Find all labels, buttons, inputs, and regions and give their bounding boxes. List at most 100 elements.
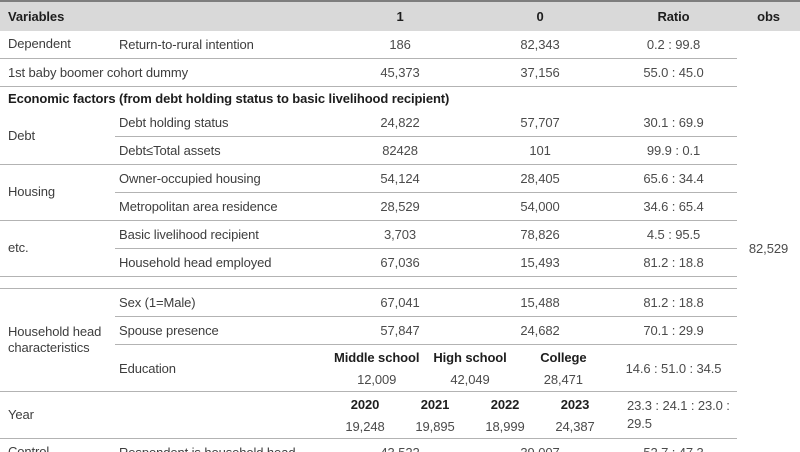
value-one: 3,703 [330, 220, 471, 249]
category-dependent: Dependent [0, 31, 115, 59]
value-zero: 24,682 [470, 316, 611, 345]
year-value: 19,248 [345, 418, 385, 434]
education-level-label: Middle school [333, 349, 420, 365]
value-one: 45,373 [330, 58, 471, 87]
education-breakdown: Middle school 12,009 High school 42,049 … [330, 344, 611, 392]
header-col-one: 1 [330, 1, 471, 31]
year-2021: 2021 19,895 [400, 394, 470, 437]
table-row-spouse: Spouse presence 57,847 24,682 70.1 : 29.… [0, 316, 800, 345]
variable-label: Metropolitan area residence [115, 192, 331, 221]
education-level-label: College [540, 349, 587, 365]
value-one: 82428 [330, 136, 471, 165]
table-row-head-employed: Household head employed 67,036 15,493 81… [0, 248, 800, 277]
education-level-label: High school [433, 349, 507, 365]
ratio-value: 52.7 : 47.3 [610, 439, 737, 452]
table-row-debt-assets: Debt≤Total assets 82428 101 99.9 : 0.1 [0, 136, 800, 165]
variable-label: Return-to-rural intention [115, 31, 331, 59]
header-row: Variables 1 0 Ratio obs [0, 1, 800, 31]
table-row-metro-residence: Metropolitan area residence 28,529 54,00… [0, 192, 800, 221]
value-zero: 39,007 [470, 439, 610, 452]
value-zero: 78,826 [470, 220, 611, 249]
ratio-value: 30.1 : 69.9 [610, 109, 738, 137]
table-row-control: Control Respondent is household head 43,… [0, 439, 800, 452]
variable-label: Debt≤Total assets [115, 136, 331, 165]
value-one: 24,822 [330, 109, 471, 137]
ratio-value: 65.6 : 34.4 [610, 164, 738, 193]
value-one: 67,041 [330, 288, 471, 317]
category-control: Control [8, 444, 50, 452]
year-label: 2022 [490, 396, 520, 412]
ratio-value: 4.5 : 95.5 [610, 220, 738, 249]
value-zero: 54,000 [470, 192, 611, 221]
value-one: 43,522 [330, 439, 470, 452]
category-household-head-characteristics: Household head characteristics [0, 288, 115, 392]
year-label: 2023 [560, 396, 590, 412]
section-spacer [0, 276, 738, 289]
ratio-value: 14.6 : 51.0 : 34.5 [610, 344, 738, 392]
value-zero: 82,343 [470, 31, 611, 59]
table-row-baby-boomer: 1st baby boomer cohort dummy 45,373 37,1… [0, 58, 800, 87]
education-level-value: 12,009 [357, 371, 397, 387]
table-row-education: Education Middle school 12,009 High scho… [0, 344, 800, 392]
variable-label: Sex (1=Male) [115, 288, 331, 317]
variable-label: Debt holding status [115, 109, 331, 137]
header-col-zero: 0 [470, 1, 611, 31]
education-high-school: High school 42,049 [423, 347, 516, 390]
ratio-value: 23.3 : 24.1 : 23.0 : 29.5 [610, 391, 738, 439]
obs-value: 82,529 [748, 241, 789, 256]
year-label: 2021 [420, 396, 450, 412]
value-one: 54,124 [330, 164, 471, 193]
variable-label: Household head employed [115, 248, 331, 277]
year-2023: 2023 24,387 [540, 394, 610, 437]
category-etc: etc. [0, 220, 115, 277]
value-one: 186 [330, 31, 471, 59]
ratio-value: 81.2 : 18.8 [610, 288, 738, 317]
category-debt: Debt [0, 109, 115, 165]
value-zero: 15,488 [470, 288, 611, 317]
year-2022: 2022 18,999 [470, 394, 540, 437]
header-ratio: Ratio [610, 1, 738, 31]
value-zero: 57,707 [470, 109, 611, 137]
category-year: Year [0, 391, 115, 439]
value-one: 67,036 [330, 248, 471, 277]
year-value: 24,387 [555, 418, 595, 434]
value-zero: 101 [470, 136, 611, 165]
variable-label: Owner-occupied housing [115, 164, 331, 193]
variable-label-empty [115, 391, 331, 439]
ratio-value: 70.1 : 29.9 [610, 316, 738, 345]
value-one: 28,529 [330, 192, 471, 221]
table-row-debt-holding: Debt Debt holding status 24,822 57,707 3… [0, 109, 800, 165]
ratio-value: 81.2 : 18.8 [610, 248, 738, 277]
value-zero: 37,156 [470, 58, 611, 87]
value-zero: 15,493 [470, 248, 611, 277]
table-row-spacer [0, 276, 800, 289]
year-2020: 2020 19,248 [330, 394, 400, 437]
table-row-year: Year 2020 19,248 2021 19,895 2022 [0, 391, 800, 439]
ratio-value: 34.6 : 65.4 [610, 192, 738, 221]
year-breakdown: 2020 19,248 2021 19,895 2022 18,999 20 [330, 391, 611, 439]
year-label: 2020 [350, 396, 380, 412]
variable-label: Respondent is household head [115, 439, 330, 452]
education-middle-school: Middle school 12,009 [330, 347, 423, 390]
table-row-owner-housing: Housing Owner-occupied housing 54,124 28… [0, 164, 800, 221]
value-zero: 28,405 [470, 164, 611, 193]
table-row-sex: Household head characteristics Sex (1=Ma… [0, 288, 800, 392]
education-level-value: 28,471 [543, 371, 583, 387]
category-housing: Housing [0, 164, 115, 221]
education-college: College 28,471 [517, 347, 610, 390]
variable-label: Education [115, 344, 331, 392]
table-row-dependent: Dependent Return-to-rural intention 186 … [0, 31, 800, 256]
year-value: 18,999 [485, 418, 525, 434]
year-value: 19,895 [415, 418, 455, 434]
header-variables: Variables [0, 1, 331, 31]
section-header-economic-factors: Economic factors (from debt holding stat… [8, 90, 450, 106]
table-row-basic-livelihood: etc. Basic livelihood recipient 3,703 78… [0, 220, 800, 277]
value-one: 57,847 [330, 316, 471, 345]
variable-label: Basic livelihood recipient [115, 220, 331, 249]
ratio-value: 0.2 : 99.8 [610, 31, 738, 59]
variable-label: 1st baby boomer cohort dummy [0, 58, 331, 87]
table-row-section-header: Economic factors (from debt holding stat… [0, 87, 800, 110]
header-obs: obs [737, 1, 800, 31]
